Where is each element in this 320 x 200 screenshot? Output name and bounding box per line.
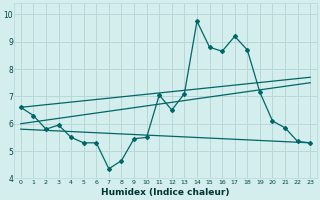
X-axis label: Humidex (Indice chaleur): Humidex (Indice chaleur) (101, 188, 230, 197)
